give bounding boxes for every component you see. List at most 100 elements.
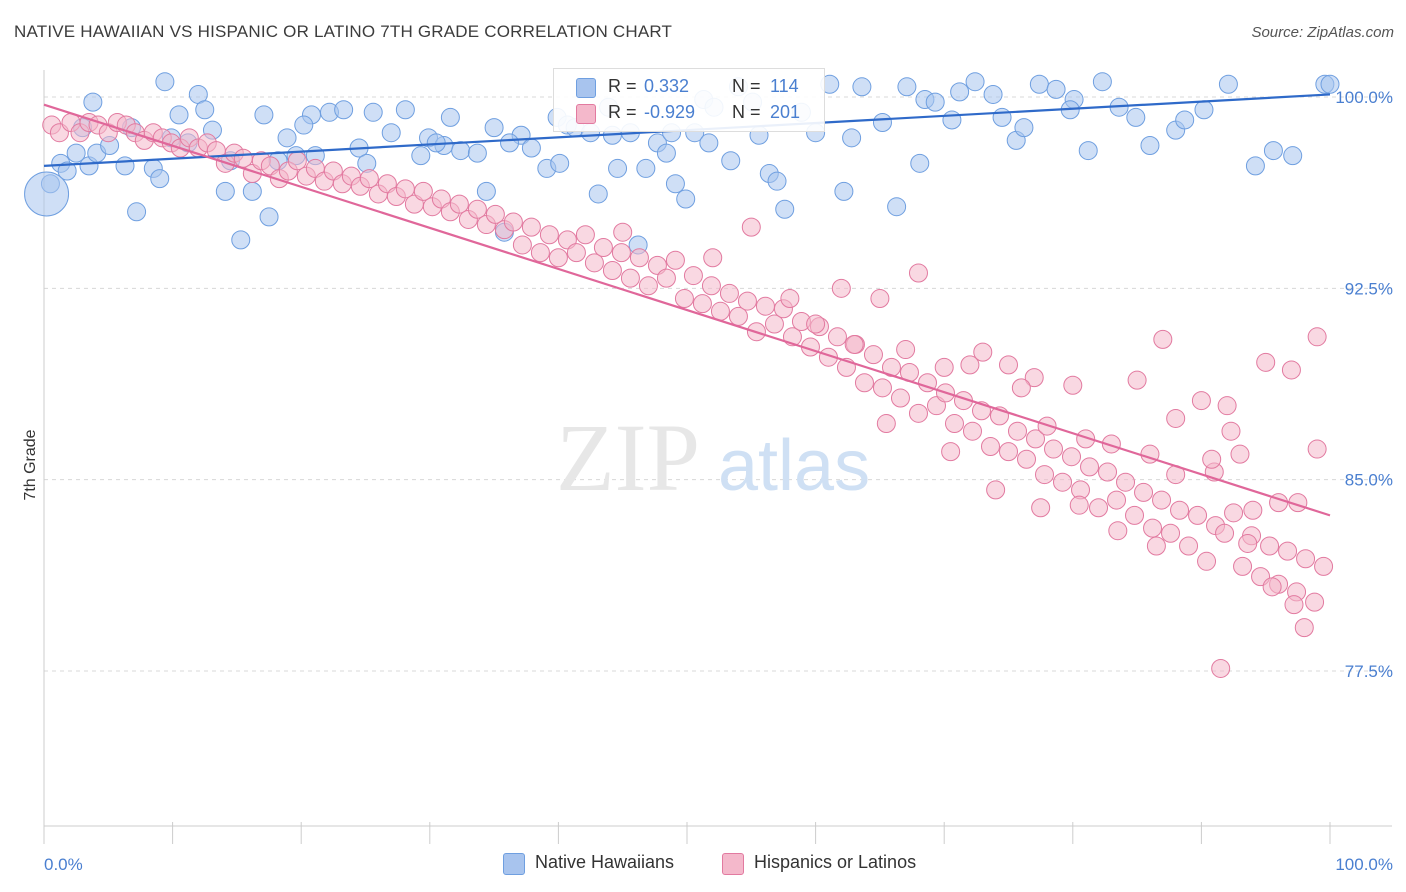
gridlines (44, 96, 1392, 672)
native-hawaiian-point (395, 100, 415, 120)
native-hawaiian-point (1092, 72, 1112, 92)
hispanic-point (1215, 523, 1235, 543)
hispanic-point (413, 181, 433, 201)
hispanic-point (863, 345, 883, 365)
hispanic-point (503, 212, 523, 232)
hispanic-point (467, 199, 487, 219)
hispanic-point (1146, 536, 1166, 556)
native-hawaiian-point (215, 181, 235, 201)
hispanic-point (1101, 434, 1121, 454)
native-hawaiian-point (277, 128, 297, 148)
native-hawaiian-point (66, 143, 86, 163)
legend-swatch-hispanics (722, 853, 744, 875)
native-hawaiian-point (1014, 118, 1034, 138)
hispanic-point (1296, 549, 1316, 569)
hispanic-point (1307, 439, 1327, 459)
hispanic-point (973, 342, 993, 362)
n-value: 114 (770, 76, 799, 96)
chart-source: Source: ZipAtlas.com (1251, 24, 1394, 41)
hispanic-point (844, 334, 864, 354)
data-points (24, 72, 1340, 678)
hispanic-point (1044, 439, 1064, 459)
native-hawaiian-point (699, 133, 719, 153)
hispanic-point (602, 260, 622, 280)
hispanic-point (1224, 503, 1244, 523)
native-hawaiian-point (942, 110, 962, 130)
hispanic-point (613, 222, 633, 242)
hispanic-point (755, 296, 775, 316)
hispanic-point (1197, 551, 1217, 571)
hispanic-point (1024, 368, 1044, 388)
axes (43, 70, 1392, 844)
hispanic-point (944, 414, 964, 434)
hispanic-point (620, 268, 640, 288)
hispanic-point (1031, 498, 1051, 518)
r-value: -0.929 (644, 102, 696, 122)
hispanic-point (941, 442, 961, 462)
hispanic-point (1281, 360, 1301, 380)
hispanic-point (908, 263, 928, 283)
hispanic-point (908, 403, 928, 423)
watermark-atlas: atlas (718, 426, 870, 506)
hispanic-point (780, 289, 800, 309)
hispanic-point (485, 204, 505, 224)
hispanic-point (593, 238, 613, 258)
x-tick-label: 100.0% (1335, 855, 1393, 874)
hispanic-point (683, 266, 703, 286)
hispanic-point (1314, 556, 1334, 576)
r-label: R = (608, 102, 637, 122)
y-tick-label: 92.5% (1345, 279, 1393, 298)
r-value: 0.332 (644, 76, 690, 96)
hispanic-point (890, 388, 910, 408)
n-label: N = (732, 76, 761, 96)
hispanic-point (674, 289, 694, 309)
r-label: R = (608, 76, 637, 96)
hispanic-point (1035, 465, 1055, 485)
series-legend: Native Hawaiians Hispanics or Latinos (0, 852, 1406, 878)
native-hawaiian-point (334, 100, 354, 120)
native-hawaiian-point (775, 199, 795, 219)
hispanic-point (701, 276, 721, 296)
hispanic-point (1221, 421, 1241, 441)
hispanic-point (1134, 482, 1154, 502)
hispanic-point (656, 268, 676, 288)
native-hawaiian-point (767, 171, 787, 191)
native-hawaiian-point (521, 138, 541, 158)
n-value: 201 (770, 102, 801, 122)
hispanic-point (692, 294, 712, 314)
hispanic-point (876, 414, 896, 434)
native-hawaiian-point (115, 156, 135, 176)
hispanic-point (575, 225, 595, 245)
native-hawaiian-point (1320, 74, 1340, 94)
hispanic-point (521, 217, 541, 237)
native-hawaiian-point (925, 92, 945, 112)
hispanic-point (1063, 375, 1083, 395)
hispanic-point (530, 243, 550, 263)
native-hawaiian-point (1175, 110, 1195, 130)
hispanic-point (1305, 592, 1325, 612)
hispanic-point (1153, 329, 1173, 349)
hispanic-point (1243, 500, 1263, 520)
hispanic-point (831, 278, 851, 298)
native-hawaiian-point (842, 128, 862, 148)
native-hawaiian-point (500, 133, 520, 153)
native-hawaiian-point (550, 153, 570, 173)
native-hawaiian-point (1245, 156, 1265, 176)
native-hawaiian-point (169, 105, 189, 125)
hispanic-point (737, 291, 757, 311)
hispanic-point (1062, 447, 1082, 467)
hispanic-point (1026, 429, 1046, 449)
hispanic-point (512, 235, 532, 255)
hispanic-point (1179, 536, 1199, 556)
hispanic-point (719, 283, 739, 303)
hispanic-point (980, 437, 1000, 457)
hispanic-point (1008, 421, 1028, 441)
hispanic-point (566, 243, 586, 263)
native-hawaiian-point (467, 143, 487, 163)
native-hawaiian-point (259, 207, 279, 227)
hispanic-point (1053, 472, 1073, 492)
hispanic-point (1017, 449, 1037, 469)
hispanic-point (629, 248, 649, 268)
native-hawaiian-large-point (24, 171, 70, 217)
native-hawaiian-point (242, 181, 262, 201)
